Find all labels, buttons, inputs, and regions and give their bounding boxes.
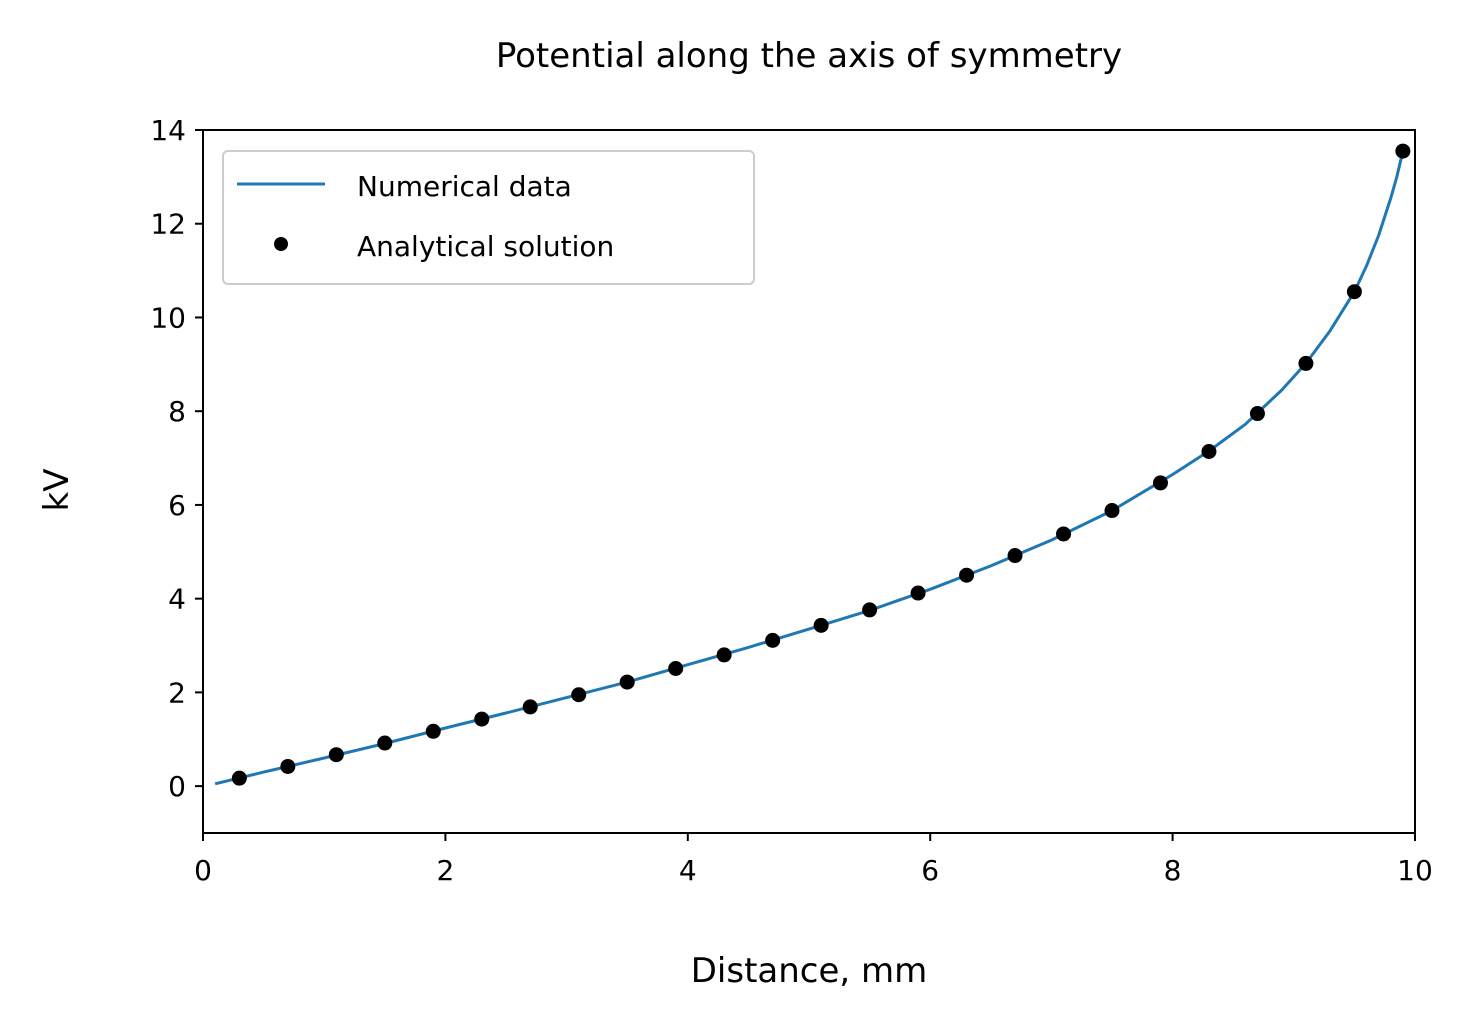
analytical-point	[910, 585, 926, 601]
legend-label-analytical: Analytical solution	[357, 230, 614, 263]
plot-area	[214, 143, 1411, 786]
analytical-point	[619, 674, 635, 690]
y-tick-label: 10	[150, 301, 186, 334]
analytical-point	[959, 567, 975, 583]
analytical-point	[1056, 526, 1072, 542]
x-axis-title: Distance, mm	[691, 951, 928, 991]
analytical-point	[377, 735, 393, 751]
legend-marker-swatch	[274, 237, 288, 251]
analytical-point	[1104, 503, 1120, 519]
analytical-point	[425, 723, 441, 739]
analytical-point	[231, 770, 247, 786]
analytical-point	[280, 758, 296, 774]
analytical-point	[1298, 355, 1314, 371]
y-axis-title: kV	[37, 469, 77, 512]
analytical-point	[862, 602, 878, 618]
analytical-point	[571, 687, 587, 703]
analytical-point	[668, 660, 684, 676]
y-tick-label: 12	[150, 208, 186, 241]
legend-box	[222, 150, 755, 285]
analytical-point	[1007, 548, 1023, 564]
analytical-point	[1201, 444, 1217, 460]
analytical-point	[474, 711, 490, 727]
y-tick-label: 4	[168, 583, 186, 616]
analytical-point	[1395, 143, 1411, 159]
y-tick-label: 8	[168, 395, 186, 428]
legend-label-numerical: Numerical data	[357, 170, 572, 203]
x-tick-label: 8	[1164, 854, 1182, 887]
y-axis-ticks: 0 2 4 6 8 10 12 14	[150, 114, 203, 803]
analytical-point	[1346, 284, 1362, 300]
y-tick-label: 6	[168, 489, 186, 522]
y-tick-label: 14	[150, 114, 186, 147]
analytical-point	[765, 632, 781, 648]
analytical-point	[716, 647, 732, 663]
y-tick-label: 0	[168, 770, 186, 803]
analytical-point	[1152, 475, 1168, 491]
x-tick-label: 10	[1397, 854, 1433, 887]
x-tick-label: 2	[436, 854, 454, 887]
axes-frame	[202, 129, 1416, 834]
analytical-point	[813, 617, 829, 633]
analytical-point	[1249, 406, 1265, 422]
x-tick-label: 0	[194, 854, 212, 887]
analytical-point	[328, 747, 344, 763]
y-tick-label: 2	[168, 676, 186, 709]
chart-title: Potential along the axis of symmetry	[496, 36, 1122, 76]
x-tick-label: 4	[679, 854, 697, 887]
x-axis-ticks: 0 2 4 6 8 10	[194, 833, 1433, 887]
analytical-point	[522, 699, 538, 715]
legend: Numerical data Analytical solution	[222, 150, 755, 285]
x-tick-label: 6	[921, 854, 939, 887]
